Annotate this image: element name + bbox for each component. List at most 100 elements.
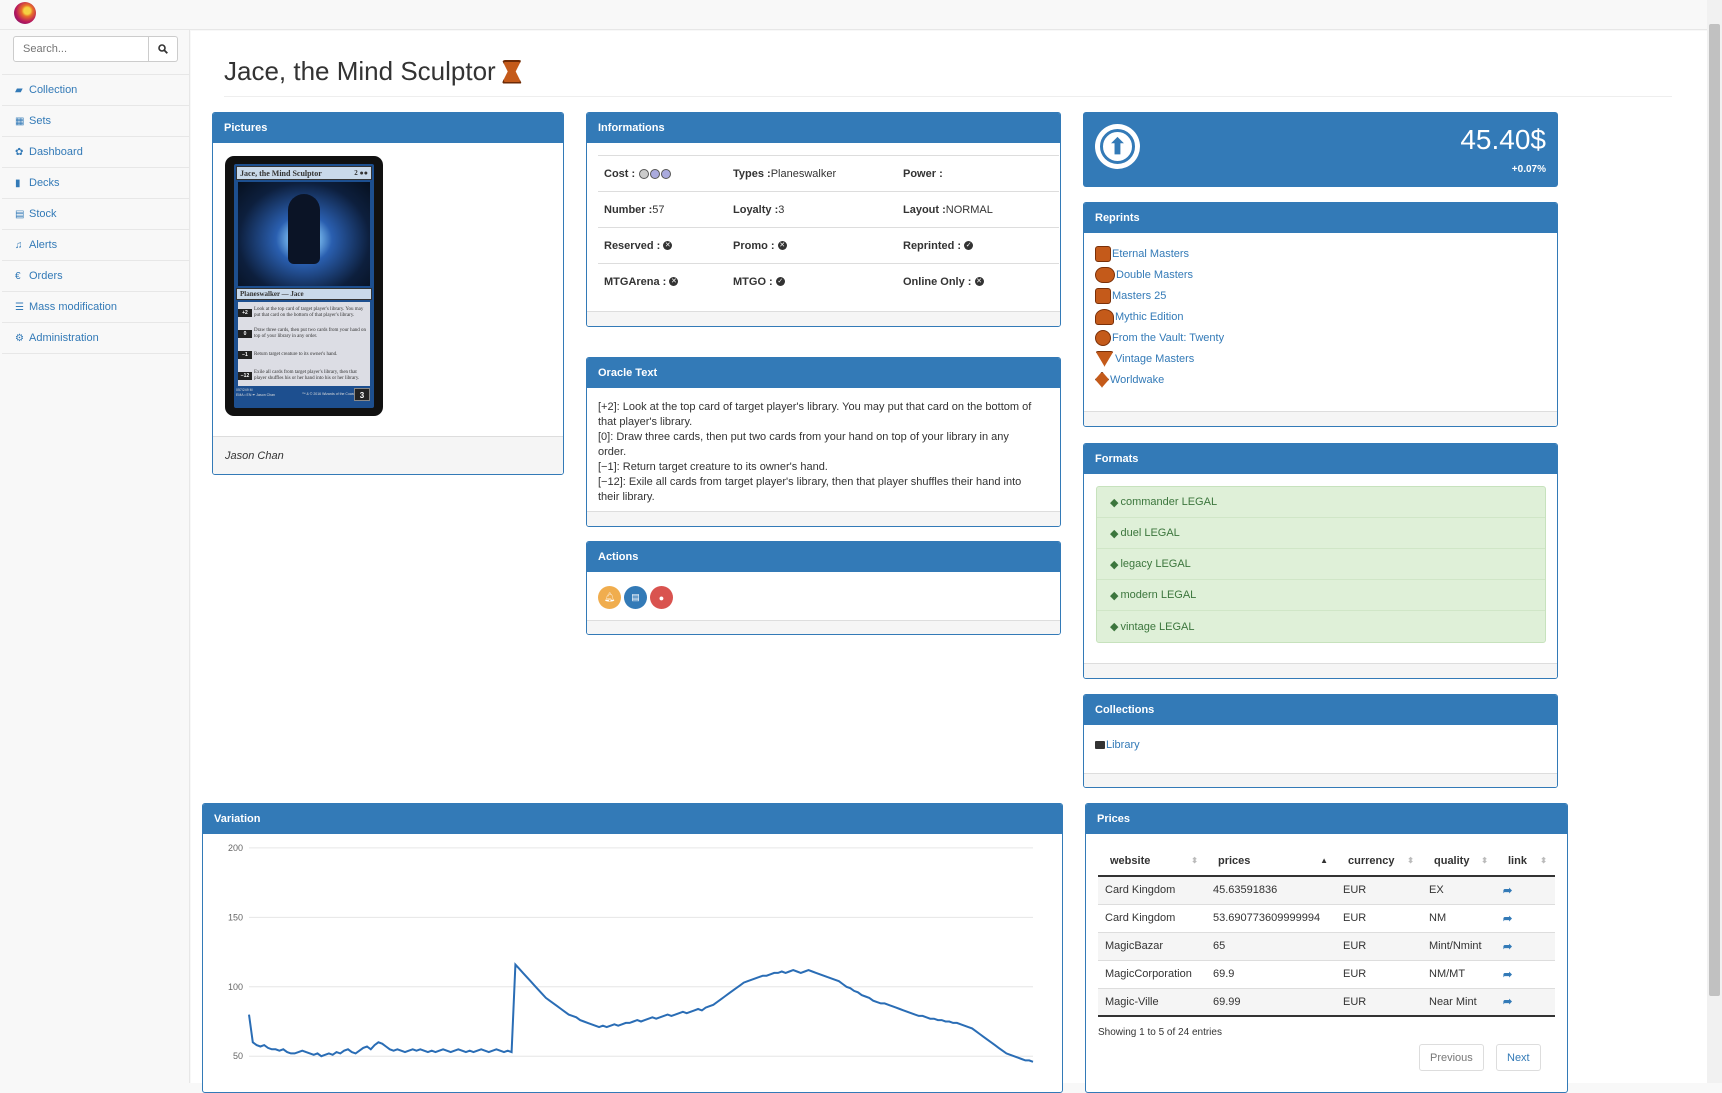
column-header-prices[interactable]: prices ▲ (1206, 846, 1336, 877)
sort-icon: ⬍ (1407, 856, 1414, 865)
power-label: Power : (903, 167, 943, 180)
sidebar-item-alerts[interactable]: ♫ Alerts (2, 230, 190, 261)
dot-circle-icon: ● (658, 592, 665, 603)
remove-button[interactable]: ● (650, 586, 673, 609)
card-type-text: Planeswalker — Jace (240, 290, 304, 298)
panel-footer (587, 511, 1060, 526)
panel-footer (1084, 411, 1557, 426)
reprint-link[interactable]: Worldwake (1095, 369, 1224, 390)
sidebar-item-label: Stock (29, 208, 57, 220)
loyalty-cost-badge: −1 (238, 350, 252, 359)
search-input[interactable] (13, 36, 149, 62)
sidebar-item-label: Alerts (29, 239, 58, 251)
reprint-link[interactable]: Masters 25 (1095, 285, 1224, 306)
oracle-line: [−12]: Exile all cards from target playe… (598, 476, 1022, 503)
collection-link[interactable]: Library (1095, 739, 1140, 751)
sidebar-item-stock[interactable]: ▤ Stock (2, 199, 190, 230)
oracle-text-panel: Oracle Text [+2]: Look at the top card o… (586, 357, 1061, 527)
card-image[interactable]: Jace, the Mind Sculptor 2 ●● Planeswalke… (225, 156, 383, 416)
set-icon (1095, 350, 1114, 367)
search-form (13, 36, 178, 62)
card-copyright: ™ & © 2016 Wizards of the Coast (302, 392, 355, 396)
price-variation-chart[interactable]: 200 150 100 50 (203, 834, 1062, 1084)
reprints-panel: Reprints Eternal Masters Double Masters … (1083, 202, 1558, 427)
top-navbar (0, 0, 1707, 30)
format-label: vintage LEGAL (1120, 620, 1195, 633)
reprint-link[interactable]: Eternal Masters (1095, 243, 1224, 264)
sidebar-item-label: Dashboard (29, 146, 83, 158)
column-header-link[interactable]: link ⬍ (1496, 846, 1555, 877)
title-divider (224, 96, 1672, 97)
sidebar-item-mass-modification[interactable]: ☰ Mass modification (2, 292, 190, 323)
format-item: ◆ modern LEGAL (1097, 580, 1545, 611)
share-link-icon[interactable]: ➦ (1503, 884, 1513, 897)
sidebar-item-collection[interactable]: ▰ Collection (2, 75, 190, 106)
table-info: Showing 1 to 5 of 24 entries (1098, 1027, 1222, 1038)
loyalty-cost-badge: −12 (238, 371, 252, 380)
page-title: Jace, the Mind Sculptor (224, 56, 522, 87)
tag-icon: ◆ (1110, 621, 1119, 633)
mtgarena-label: MTGArena : (604, 275, 667, 288)
share-link-icon[interactable]: ➦ (1503, 940, 1513, 953)
check-circle-icon: ✓ (964, 241, 974, 251)
sort-icon: ⬍ (1481, 856, 1488, 865)
column-header-quality[interactable]: quality ⬍ (1422, 846, 1496, 877)
sidebar-item-administration[interactable]: ⚙ Administration (2, 323, 190, 354)
reprint-link[interactable]: Mythic Edition (1095, 306, 1224, 327)
tag-icon: ◆ (1110, 527, 1119, 540)
previous-page-button[interactable]: Previous (1419, 1044, 1484, 1071)
reprint-link[interactable]: Double Masters (1095, 264, 1224, 285)
sidebar-nav: ▰ Collection ▦ Sets ✿ Dashboard ▮ Decks ▤ Sto… (2, 74, 190, 354)
panel-heading: Reprints (1084, 203, 1557, 233)
sidebar-item-decks[interactable]: ▮ Decks (2, 168, 190, 199)
app-logo-icon[interactable] (14, 2, 36, 24)
reprint-link[interactable]: Vintage Masters (1095, 348, 1224, 369)
card-artwork (238, 182, 370, 286)
euro-icon: € (15, 270, 21, 282)
info-row: Number :57 Loyalty :3 Layout :NORMAL (598, 191, 1059, 228)
set-icon (501, 59, 522, 84)
set-icon (1095, 308, 1114, 325)
ability-text: Look at the top card of target player's … (254, 307, 364, 318)
panel-heading: Oracle Text (587, 358, 1060, 388)
share-link-icon[interactable]: ➦ (1503, 912, 1513, 925)
table-icon: ▦ (15, 115, 25, 127)
table-row: Card Kingdom 53.690773609999994 EUR NM ➦ (1098, 904, 1555, 933)
add-stock-button[interactable]: ▤ (624, 586, 647, 609)
column-header-website[interactable]: website ⬍ (1098, 846, 1206, 877)
ability-row: +2 Look at the top card of target player… (238, 302, 370, 323)
card-title: Jace, the Mind Sculptor (224, 56, 496, 86)
ability-row: −1 Return target creature to its owner's… (238, 344, 370, 365)
tag-icon: ◆ (1110, 589, 1119, 602)
share-link-icon[interactable]: ➦ (1503, 996, 1513, 1009)
scrollbar-thumb[interactable] (1709, 24, 1720, 996)
collections-panel: Collections Library (1083, 694, 1558, 788)
informations-panel: Informations Cost : Types :Planeswalker … (586, 112, 1061, 327)
next-page-button[interactable]: Next (1496, 1044, 1541, 1071)
loyalty-box: 3 (354, 388, 370, 401)
page-scrollbar[interactable] (1707, 0, 1722, 1083)
price-series-line[interactable] (248, 962, 1034, 1063)
add-alert-button[interactable]: 🔔︎ (598, 586, 621, 609)
search-icon (158, 44, 168, 54)
ability-row: 0 Draw three cards, then put two cards f… (238, 323, 370, 344)
oracle-line: [0]: Draw three cards, then put two card… (598, 431, 1009, 458)
share-link-icon[interactable]: ➦ (1503, 968, 1513, 981)
y-tick-label: 150 (228, 912, 243, 922)
sidebar-item-dashboard[interactable]: ✿ Dashboard (2, 137, 190, 168)
search-button[interactable] (149, 36, 178, 62)
reprint-link[interactable]: From the Vault: Twenty (1095, 327, 1224, 348)
sidebar-item-sets[interactable]: ▦ Sets (2, 106, 190, 137)
reprint-label: Masters 25 (1112, 289, 1167, 302)
folder-open-icon: ▰ (15, 84, 23, 96)
dashboard-icon: ✿ (15, 146, 24, 158)
mana-cost-icons (638, 168, 672, 180)
list-icon: ☰ (15, 301, 24, 313)
pictures-panel: Pictures Jace, the Mind Sculptor 2 ●● Pl… (212, 112, 564, 475)
set-icon (1095, 266, 1115, 283)
reprint-label: Double Masters (1116, 268, 1194, 281)
sidebar-item-orders[interactable]: € Orders (2, 261, 190, 292)
set-icon (1095, 371, 1109, 388)
format-label: commander LEGAL (1120, 496, 1218, 508)
column-header-currency[interactable]: currency ⬍ (1336, 846, 1422, 877)
